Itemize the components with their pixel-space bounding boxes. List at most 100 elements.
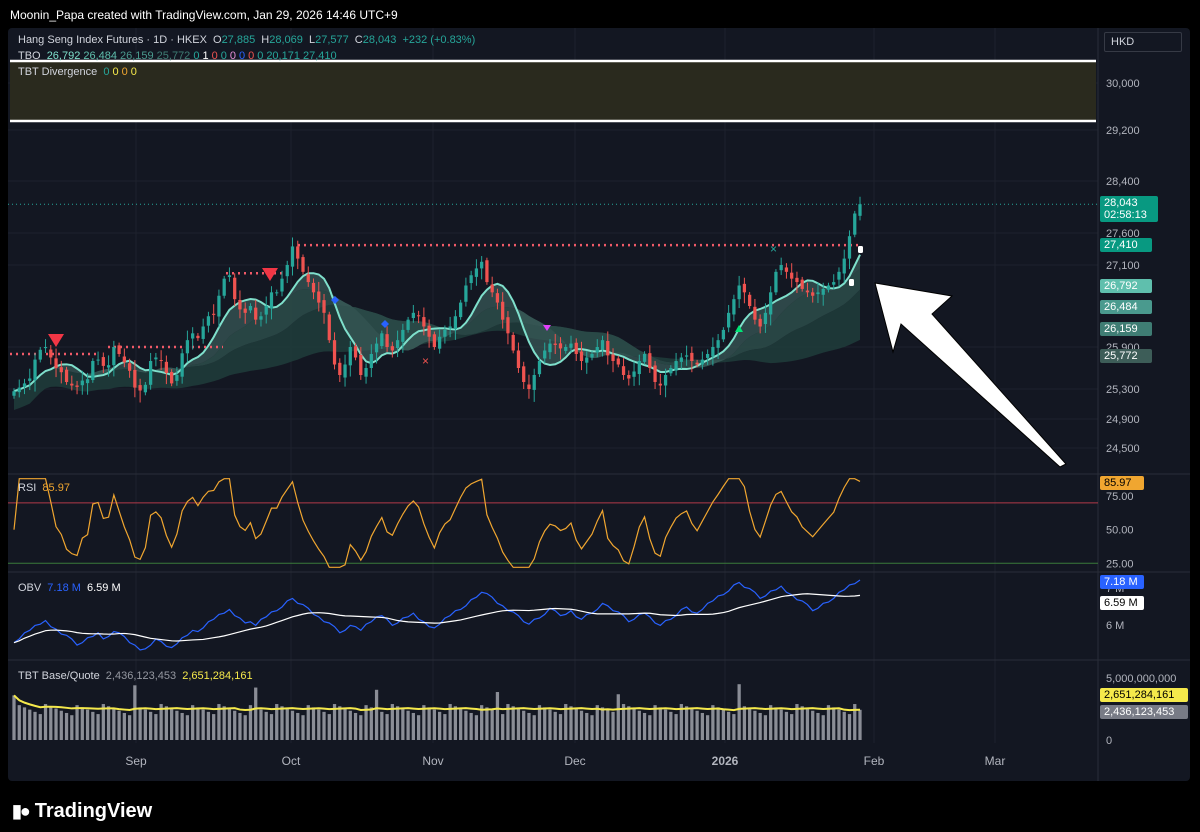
- candle[interactable]: [784, 267, 789, 272]
- candle[interactable]: [54, 358, 58, 368]
- rsi-pane[interactable]: 75.00 50.00 25.00: [8, 478, 1134, 571]
- candle[interactable]: [600, 340, 605, 350]
- candle[interactable]: [332, 340, 337, 365]
- candle[interactable]: [390, 346, 394, 351]
- candle[interactable]: [553, 343, 557, 345]
- time-axis[interactable]: Sep Oct Nov Dec 2026 Feb Mar: [125, 754, 1005, 768]
- candle[interactable]: [721, 329, 726, 340]
- candle[interactable]: [206, 316, 211, 326]
- candle[interactable]: [595, 347, 599, 353]
- candle[interactable]: [742, 283, 747, 293]
- candle[interactable]: [143, 384, 147, 393]
- candle[interactable]: [564, 347, 568, 351]
- candle[interactable]: [22, 383, 27, 387]
- candle[interactable]: [285, 265, 289, 277]
- candle[interactable]: [416, 315, 421, 317]
- candle[interactable]: [28, 378, 32, 381]
- candle[interactable]: [579, 351, 584, 361]
- candle[interactable]: [369, 354, 373, 368]
- candle[interactable]: [795, 277, 799, 283]
- candle[interactable]: [532, 375, 536, 390]
- candle[interactable]: [80, 380, 84, 386]
- candle[interactable]: [763, 312, 768, 325]
- candle[interactable]: [106, 365, 111, 368]
- candle[interactable]: [705, 354, 710, 358]
- candle[interactable]: [275, 292, 279, 294]
- candle[interactable]: [506, 317, 510, 334]
- candle[interactable]: [264, 306, 268, 315]
- candle[interactable]: [616, 358, 620, 365]
- candle[interactable]: [632, 371, 636, 377]
- candle[interactable]: [75, 385, 79, 387]
- candle[interactable]: [96, 359, 100, 361]
- candle[interactable]: [327, 314, 331, 341]
- candles[interactable]: [12, 196, 862, 403]
- candle[interactable]: [322, 300, 326, 313]
- candle[interactable]: [406, 319, 410, 330]
- candle[interactable]: [311, 282, 316, 293]
- candle[interactable]: [212, 313, 216, 315]
- candle[interactable]: [280, 278, 284, 292]
- candle[interactable]: [306, 274, 310, 283]
- candle[interactable]: [727, 312, 731, 328]
- candle[interactable]: [385, 334, 389, 347]
- candle[interactable]: [832, 282, 836, 285]
- candle[interactable]: [674, 361, 678, 371]
- candle[interactable]: [522, 366, 526, 382]
- candle[interactable]: [769, 292, 773, 315]
- candle[interactable]: [790, 272, 794, 279]
- candle[interactable]: [669, 368, 673, 374]
- candle[interactable]: [243, 308, 247, 313]
- candle[interactable]: [469, 275, 473, 284]
- candle[interactable]: [343, 364, 347, 378]
- candle[interactable]: [191, 333, 195, 339]
- candle[interactable]: [175, 375, 179, 381]
- candle[interactable]: [59, 367, 63, 373]
- candle[interactable]: [227, 275, 232, 278]
- candle[interactable]: [648, 353, 652, 368]
- candle[interactable]: [853, 213, 857, 235]
- candle[interactable]: [359, 354, 363, 375]
- candle[interactable]: [170, 372, 174, 384]
- baseq-legend[interactable]: TBT Base/Quote 2,436,123,453 2,651,284,1…: [18, 670, 256, 682]
- candle[interactable]: [185, 340, 190, 354]
- candle[interactable]: [779, 265, 783, 271]
- candle[interactable]: [627, 375, 631, 379]
- candle[interactable]: [821, 288, 825, 295]
- candle[interactable]: [737, 285, 741, 300]
- candle[interactable]: [527, 384, 531, 389]
- candle[interactable]: [70, 383, 74, 386]
- candle[interactable]: [621, 366, 626, 375]
- candle[interactable]: [401, 329, 405, 342]
- candle[interactable]: [837, 271, 841, 280]
- candle[interactable]: [642, 354, 647, 362]
- candle[interactable]: [290, 246, 295, 267]
- candle[interactable]: [91, 361, 95, 381]
- candle[interactable]: [653, 365, 657, 382]
- candle[interactable]: [574, 342, 578, 354]
- candle[interactable]: [127, 363, 132, 371]
- candle[interactable]: [548, 343, 552, 353]
- candle[interactable]: [411, 312, 415, 319]
- candle[interactable]: [133, 369, 137, 388]
- candle[interactable]: [122, 356, 126, 363]
- candle[interactable]: [590, 354, 594, 358]
- candle[interactable]: [222, 278, 226, 296]
- candle[interactable]: [558, 343, 563, 349]
- candle[interactable]: [811, 292, 815, 296]
- candle[interactable]: [296, 246, 300, 259]
- candle[interactable]: [690, 352, 694, 361]
- candle[interactable]: [805, 290, 810, 293]
- candle[interactable]: [422, 317, 426, 327]
- candle[interactable]: [12, 391, 16, 396]
- candle[interactable]: [112, 347, 116, 366]
- candle[interactable]: [511, 334, 515, 351]
- candle[interactable]: [443, 329, 447, 337]
- candle[interactable]: [201, 326, 205, 339]
- candle[interactable]: [774, 271, 778, 293]
- candle[interactable]: [679, 357, 683, 362]
- candle[interactable]: [700, 359, 704, 365]
- candle[interactable]: [254, 307, 258, 320]
- candle[interactable]: [464, 285, 468, 302]
